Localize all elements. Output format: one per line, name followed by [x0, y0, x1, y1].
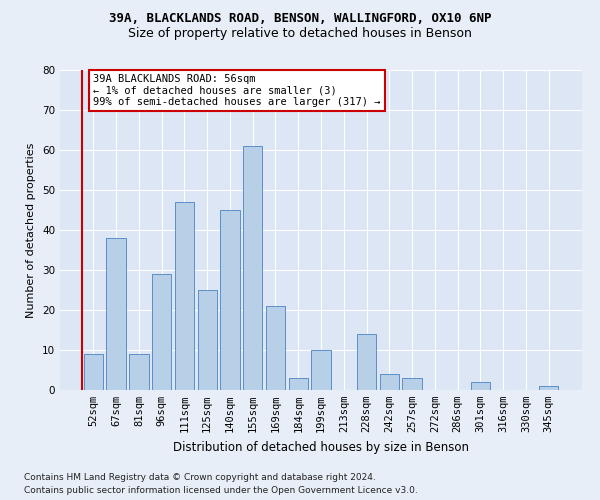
Bar — [197, 290, 217, 390]
X-axis label: Distribution of detached houses by size in Benson: Distribution of detached houses by size … — [173, 440, 469, 454]
Bar — [175, 202, 194, 390]
Bar — [106, 238, 126, 390]
Bar — [403, 378, 422, 390]
Bar — [357, 334, 376, 390]
Bar — [220, 210, 239, 390]
Bar — [266, 306, 285, 390]
Bar — [243, 146, 262, 390]
Bar — [380, 374, 399, 390]
Text: Size of property relative to detached houses in Benson: Size of property relative to detached ho… — [128, 28, 472, 40]
Text: 39A BLACKLANDS ROAD: 56sqm
← 1% of detached houses are smaller (3)
99% of semi-d: 39A BLACKLANDS ROAD: 56sqm ← 1% of detac… — [94, 74, 381, 107]
Bar — [129, 354, 149, 390]
Bar — [289, 378, 308, 390]
Text: Contains HM Land Registry data © Crown copyright and database right 2024.: Contains HM Land Registry data © Crown c… — [24, 474, 376, 482]
Y-axis label: Number of detached properties: Number of detached properties — [26, 142, 37, 318]
Bar — [539, 386, 558, 390]
Text: Contains public sector information licensed under the Open Government Licence v3: Contains public sector information licen… — [24, 486, 418, 495]
Bar — [152, 274, 172, 390]
Bar — [470, 382, 490, 390]
Bar — [84, 354, 103, 390]
Bar — [311, 350, 331, 390]
Text: 39A, BLACKLANDS ROAD, BENSON, WALLINGFORD, OX10 6NP: 39A, BLACKLANDS ROAD, BENSON, WALLINGFOR… — [109, 12, 491, 26]
